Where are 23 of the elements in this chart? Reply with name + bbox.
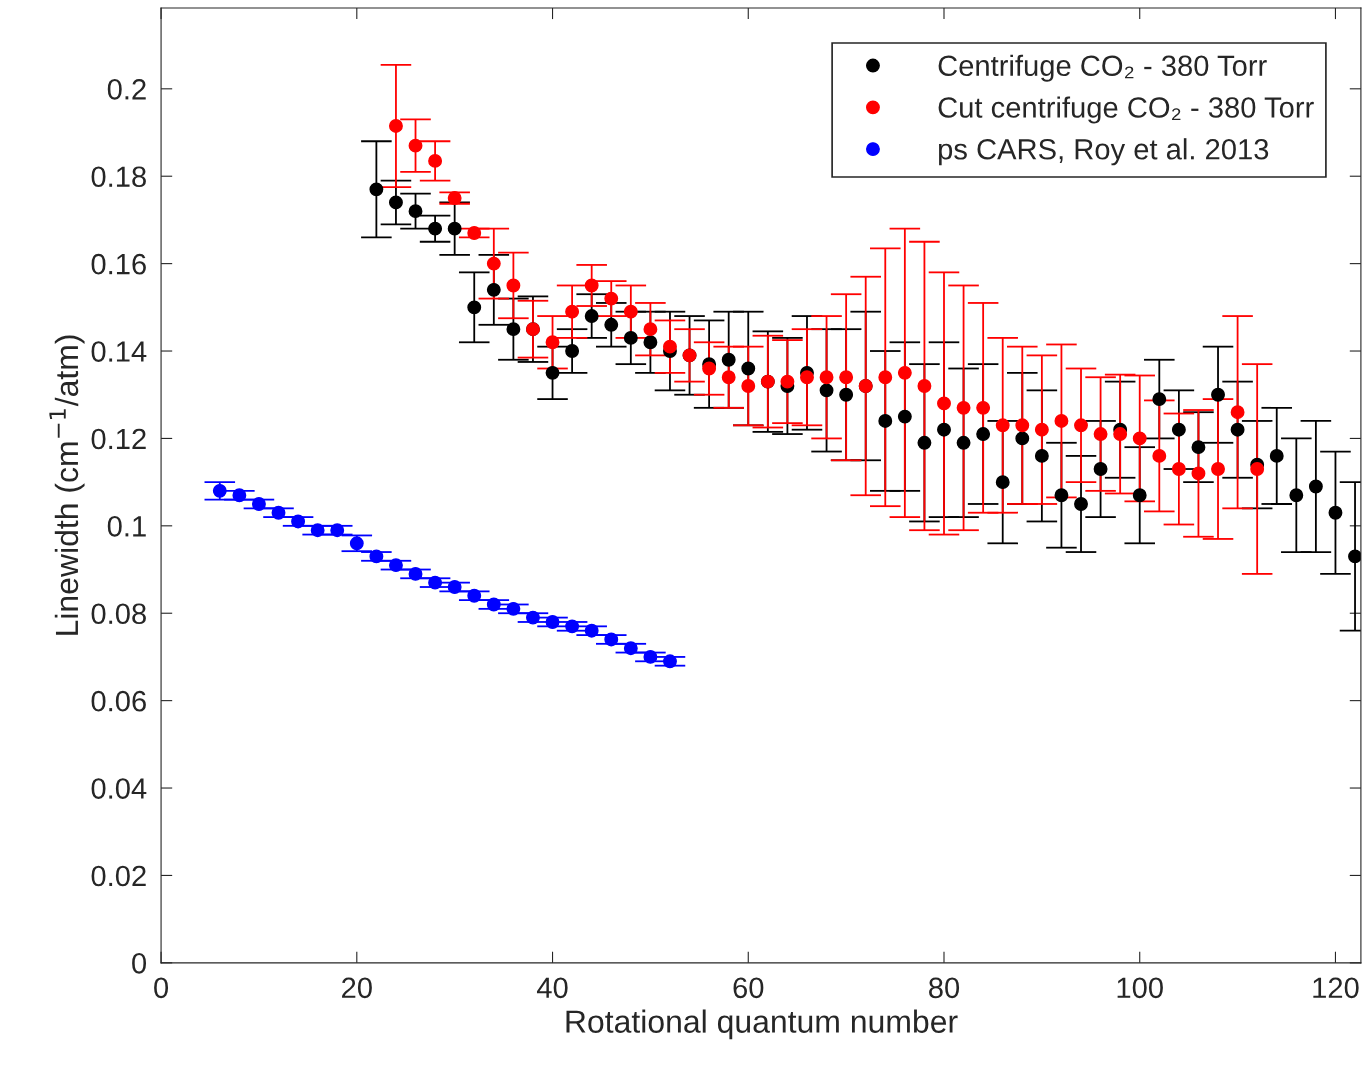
y-tick-label: 0.1 [107,516,146,537]
y-tick-label: 0.06 [91,690,146,712]
legend-label: ps CARS, Roy et al. 2013 [939,138,1269,166]
y-tick-label: 0.18 [91,166,146,188]
y-tick-label: 0.16 [91,253,146,275]
y-tick-label: 0.14 [91,341,147,362]
x-axis-title: Rotational quantum number [566,1009,958,1040]
x-tick-label: 0 [154,977,169,999]
y-tick-label: 0.04 [91,778,147,799]
legend-label: Cut centrifuge CO₂ - 380 Torr [938,96,1314,124]
x-tick-label: 80 [929,977,960,999]
x-tick-label: 120 [1313,977,1359,999]
x-tick-label: 60 [733,977,764,999]
y-tick-label: 0.02 [91,865,146,887]
y-tick-label: 0.08 [91,603,146,625]
y-axis-title: Linewidth (cm$^{−1}$/atm) [49,335,85,635]
x-tick-label: 100 [1117,977,1163,999]
y-tick-label: 0.2 [107,79,146,100]
x-tick-label: 40 [536,977,568,999]
y-tick-label: 0 [132,953,147,974]
y-tick-label: 0.12 [91,428,146,450]
x-tick-label: 20 [342,977,372,999]
legend-label: Centrifuge CO₂ - 380 Torr [938,54,1267,82]
